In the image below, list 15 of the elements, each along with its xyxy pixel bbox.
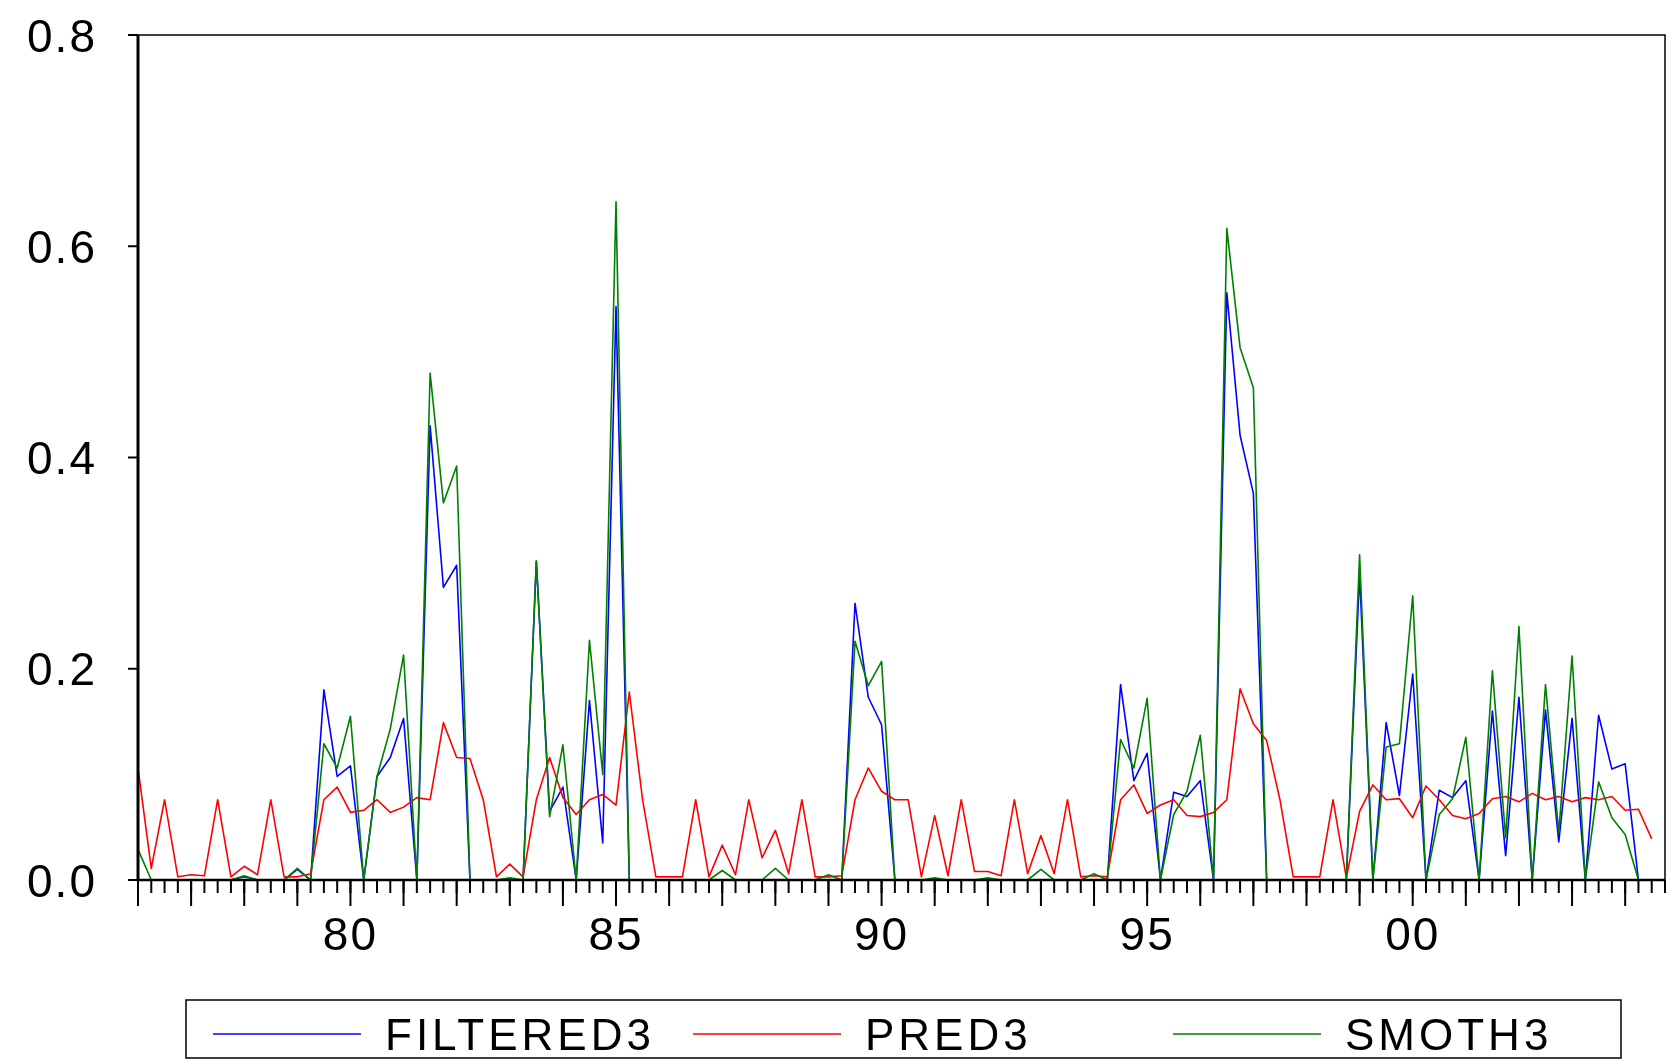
legend-label: SMOTH3 xyxy=(1345,1010,1553,1059)
y-tick-label: 0.4 xyxy=(27,432,97,485)
x-tick-label: 95 xyxy=(1119,908,1175,960)
line-series xyxy=(137,201,1640,881)
x-tick-label: 00 xyxy=(1385,908,1441,960)
legend-label: FILTERED3 xyxy=(385,1010,655,1059)
y-tick-label: 0.6 xyxy=(27,220,97,273)
legend-label: PRED3 xyxy=(865,1010,1032,1059)
x-tick-label: 80 xyxy=(322,908,379,960)
y-tick-label: 0.2 xyxy=(27,643,97,696)
line-series xyxy=(137,688,1653,879)
y-tick-label: 0.0 xyxy=(27,854,97,907)
x-tick-label: 85 xyxy=(588,908,644,960)
y-tick-label: 0.8 xyxy=(27,9,97,62)
x-tick-label: 90 xyxy=(854,908,910,960)
